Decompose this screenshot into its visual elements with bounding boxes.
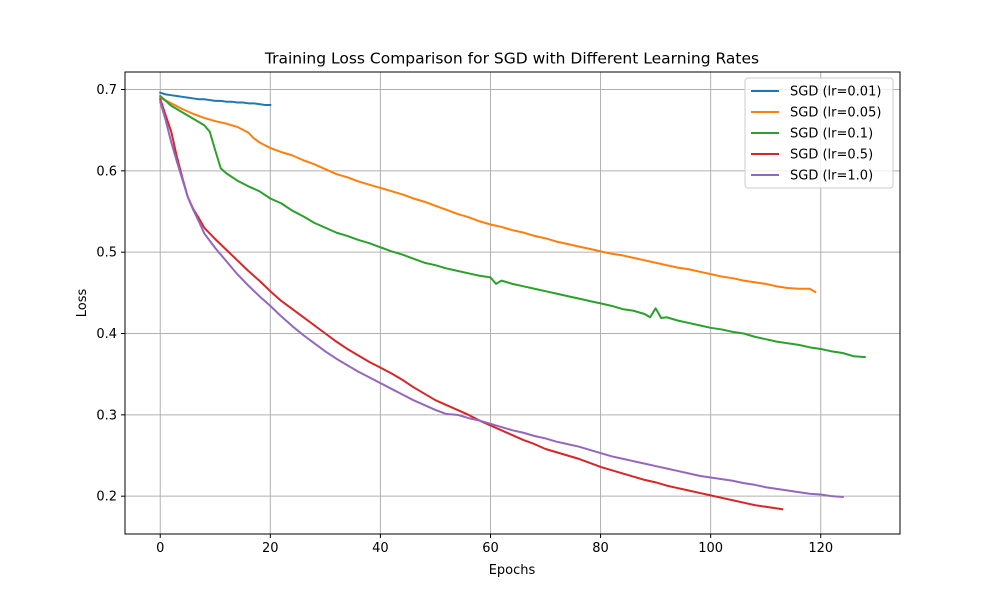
legend-label: SGD (lr=1.0): [790, 169, 873, 184]
series-line: [158, 100, 844, 499]
x-tick-label: 20: [262, 541, 279, 556]
legend-box: [744, 77, 894, 189]
y-tick-label: 0.4: [96, 327, 117, 342]
y-tick-label: 0.5: [96, 246, 117, 261]
series-line: [158, 94, 866, 359]
series-line: [158, 91, 272, 106]
chart-title: Training Loss Comparison for SGD with Di…: [264, 50, 759, 68]
series-group: [158, 91, 866, 511]
x-tick-label: 80: [592, 541, 609, 556]
y-tick-label: 0.6: [96, 164, 117, 179]
y-axis-ticks: 0.2 0.3 0.4 0.5 0.6 0.7: [96, 83, 125, 505]
y-tick-label: 0.3: [96, 408, 117, 423]
x-axis-label: Epochs: [489, 563, 536, 578]
grid: [125, 72, 900, 534]
x-tick-label: 40: [372, 541, 389, 556]
y-tick-label: 0.2: [96, 490, 117, 505]
legend-label: SGD (lr=0.05): [790, 106, 881, 121]
legend: SGD (lr=0.01) SGD (lr=0.05) SGD (lr=0.1) SG…: [744, 77, 894, 189]
legend-label: SGD (lr=0.1): [790, 127, 873, 142]
legend-label: SGD (lr=0.01): [790, 85, 881, 100]
series-line: [158, 96, 817, 294]
legend-label: SGD (lr=0.5): [790, 148, 873, 163]
x-tick-label: 100: [698, 541, 723, 556]
x-tick-label: 60: [482, 541, 499, 556]
y-tick-label: 0.7: [96, 83, 117, 98]
x-tick-label: 120: [808, 541, 833, 556]
plot-area-frame: [124, 71, 901, 535]
x-tick-label: 0: [156, 541, 164, 556]
x-axis-ticks: 0 20 40 60 80 100 120: [156, 534, 833, 556]
y-axis-label: Loss: [75, 289, 90, 318]
series-line: [158, 97, 784, 511]
